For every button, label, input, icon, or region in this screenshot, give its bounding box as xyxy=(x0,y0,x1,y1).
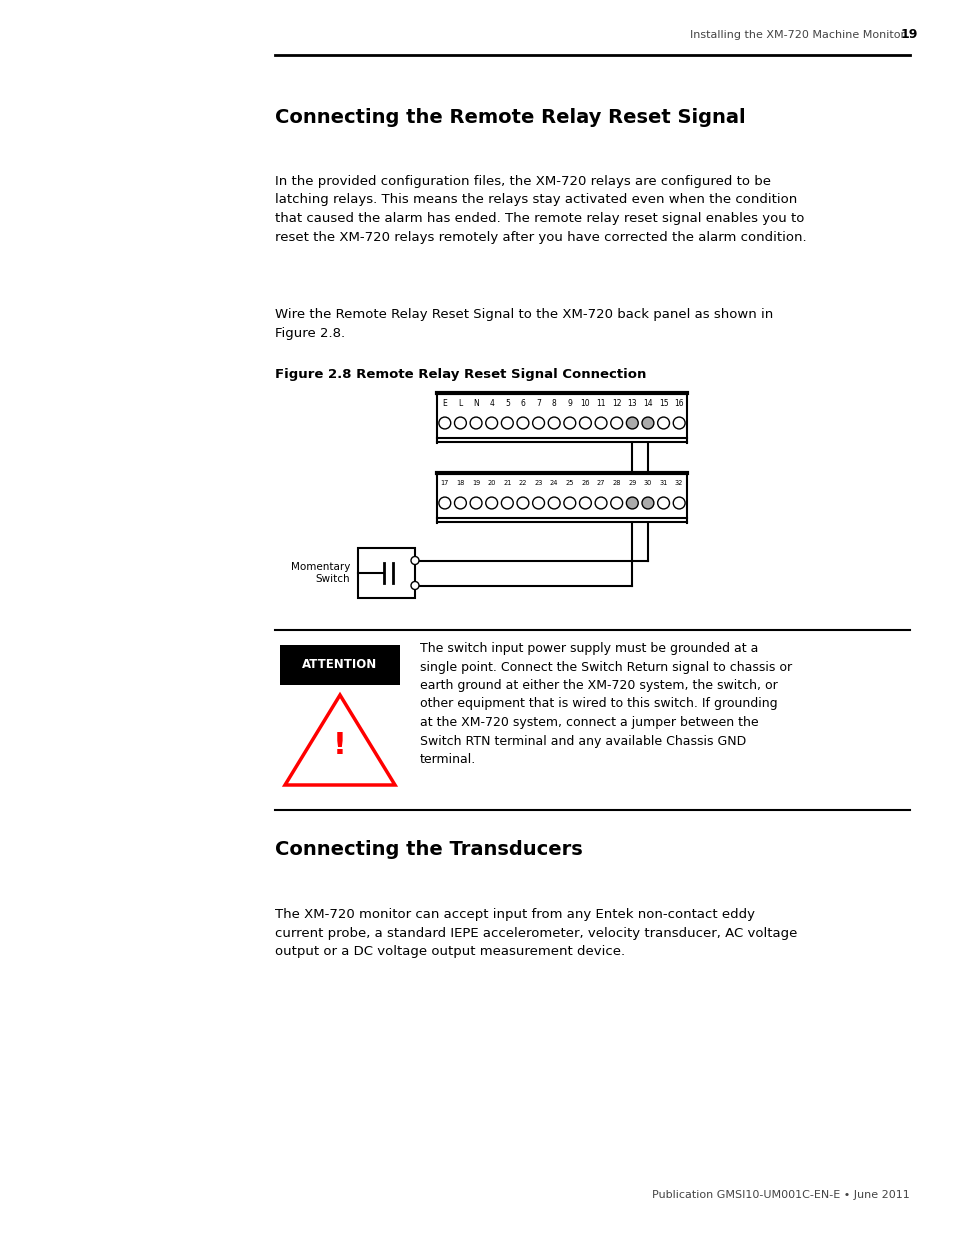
Circle shape xyxy=(626,496,638,509)
Text: N: N xyxy=(473,399,478,408)
Text: Momentary
Switch: Momentary Switch xyxy=(291,562,350,584)
Text: 28: 28 xyxy=(612,480,620,487)
Circle shape xyxy=(673,417,684,429)
Text: 25: 25 xyxy=(565,480,574,487)
Text: Connecting the Transducers: Connecting the Transducers xyxy=(274,840,582,860)
Circle shape xyxy=(517,496,528,509)
Circle shape xyxy=(485,496,497,509)
Text: 7: 7 xyxy=(536,399,540,408)
Circle shape xyxy=(501,417,513,429)
Text: In the provided configuration files, the XM-720 relays are configured to be
latc: In the provided configuration files, the… xyxy=(274,175,806,243)
Text: 17: 17 xyxy=(440,480,449,487)
Text: 22: 22 xyxy=(518,480,527,487)
Text: Wire the Remote Relay Reset Signal to the XM-720 back panel as shown in
Figure 2: Wire the Remote Relay Reset Signal to th… xyxy=(274,308,773,340)
Text: 13: 13 xyxy=(627,399,637,408)
Circle shape xyxy=(470,417,481,429)
Text: 12: 12 xyxy=(611,399,620,408)
Circle shape xyxy=(595,417,606,429)
Text: 16: 16 xyxy=(674,399,683,408)
Text: Publication GMSI10-UM001C-EN-E • June 2011: Publication GMSI10-UM001C-EN-E • June 20… xyxy=(652,1191,909,1200)
Text: 9: 9 xyxy=(567,399,572,408)
Text: 10: 10 xyxy=(580,399,590,408)
Circle shape xyxy=(532,417,544,429)
Bar xyxy=(280,645,399,685)
Text: 4: 4 xyxy=(489,399,494,408)
Circle shape xyxy=(485,417,497,429)
Circle shape xyxy=(517,417,528,429)
Text: 15: 15 xyxy=(659,399,668,408)
Circle shape xyxy=(595,496,606,509)
Circle shape xyxy=(657,496,669,509)
Text: 26: 26 xyxy=(580,480,589,487)
Text: 24: 24 xyxy=(549,480,558,487)
Polygon shape xyxy=(285,695,395,785)
Circle shape xyxy=(673,496,684,509)
Circle shape xyxy=(438,417,450,429)
Circle shape xyxy=(563,496,576,509)
Text: ATTENTION: ATTENTION xyxy=(302,658,377,672)
Circle shape xyxy=(548,417,559,429)
Text: The switch input power supply must be grounded at a
single point. Connect the Sw: The switch input power supply must be gr… xyxy=(419,642,791,766)
Text: The XM-720 monitor can accept input from any Entek non-contact eddy
current prob: The XM-720 monitor can accept input from… xyxy=(274,908,797,958)
Circle shape xyxy=(641,496,653,509)
Text: 23: 23 xyxy=(534,480,542,487)
Text: !: ! xyxy=(333,730,347,760)
Text: 20: 20 xyxy=(487,480,496,487)
Circle shape xyxy=(438,496,450,509)
Circle shape xyxy=(641,417,653,429)
Text: Connecting the Remote Relay Reset Signal: Connecting the Remote Relay Reset Signal xyxy=(274,107,745,127)
Circle shape xyxy=(626,417,638,429)
Text: 32: 32 xyxy=(675,480,682,487)
Text: 6: 6 xyxy=(520,399,525,408)
Text: 11: 11 xyxy=(596,399,605,408)
Text: 31: 31 xyxy=(659,480,667,487)
Circle shape xyxy=(563,417,576,429)
Circle shape xyxy=(578,496,591,509)
Text: Installing the XM-720 Machine Monitor: Installing the XM-720 Machine Monitor xyxy=(689,30,904,40)
Text: 27: 27 xyxy=(597,480,604,487)
Circle shape xyxy=(411,557,418,564)
Circle shape xyxy=(411,582,418,589)
Text: 18: 18 xyxy=(456,480,464,487)
Text: 29: 29 xyxy=(627,480,636,487)
Circle shape xyxy=(578,417,591,429)
Circle shape xyxy=(548,496,559,509)
Text: L: L xyxy=(457,399,462,408)
Circle shape xyxy=(501,496,513,509)
Bar xyxy=(357,548,415,598)
Circle shape xyxy=(657,417,669,429)
Text: 5: 5 xyxy=(504,399,509,408)
Text: 19: 19 xyxy=(900,28,917,42)
Text: 21: 21 xyxy=(502,480,511,487)
Text: 8: 8 xyxy=(551,399,556,408)
Text: 19: 19 xyxy=(472,480,479,487)
Circle shape xyxy=(454,496,466,509)
Circle shape xyxy=(454,417,466,429)
Circle shape xyxy=(470,496,481,509)
Circle shape xyxy=(610,496,622,509)
Circle shape xyxy=(532,496,544,509)
Bar xyxy=(436,473,686,522)
Text: 30: 30 xyxy=(643,480,652,487)
Text: 14: 14 xyxy=(642,399,652,408)
Text: Figure 2.8 Remote Relay Reset Signal Connection: Figure 2.8 Remote Relay Reset Signal Con… xyxy=(274,368,646,382)
Bar xyxy=(436,393,686,443)
Circle shape xyxy=(610,417,622,429)
Text: E: E xyxy=(442,399,447,408)
